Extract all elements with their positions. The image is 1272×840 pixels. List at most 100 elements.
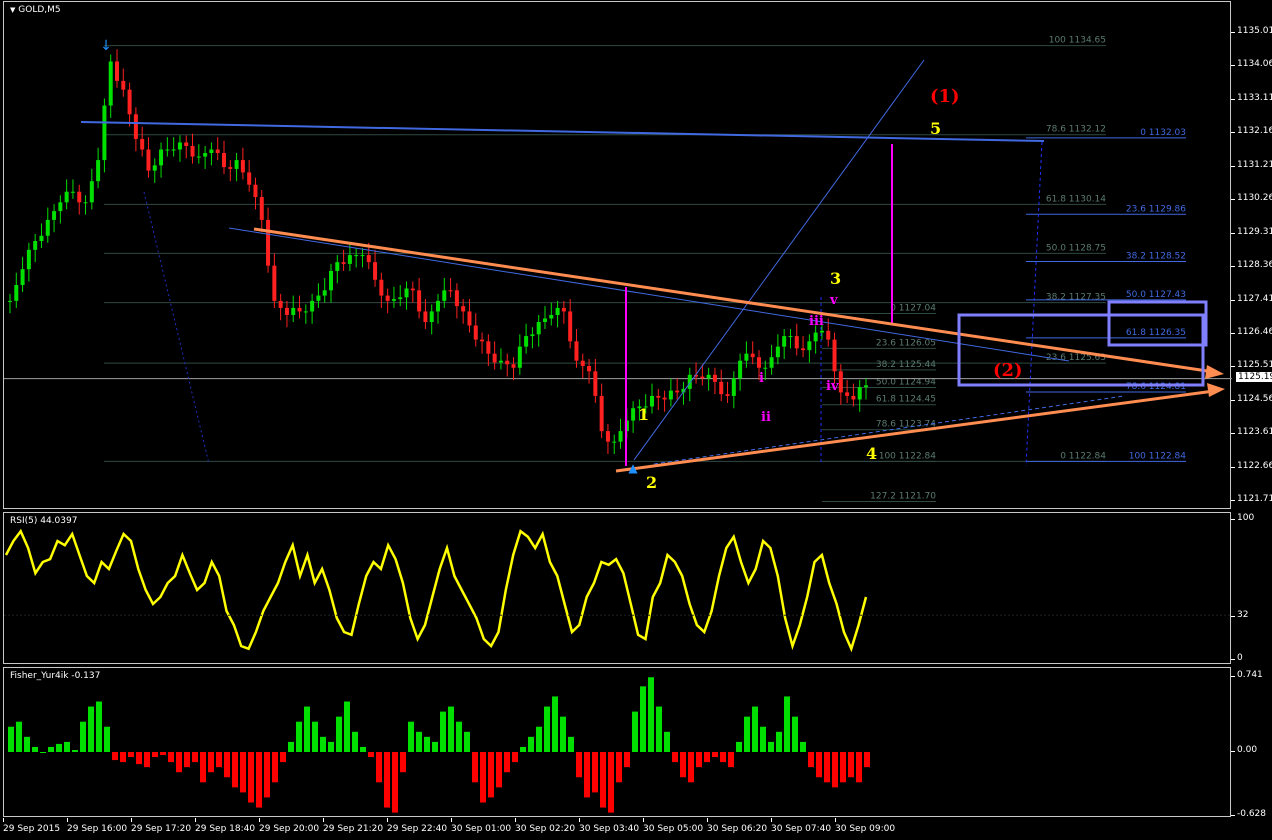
fisher-bar [576, 752, 582, 778]
fisher-bar [80, 721, 86, 752]
time-tick-label: 30 Sep 03:40 [579, 824, 640, 834]
fisher-title: Fisher_Yur4ik -0.137 [10, 671, 101, 681]
candle-body [284, 307, 289, 315]
price-tick-label: 1121.71 [1237, 494, 1272, 505]
candle-body [391, 299, 396, 301]
fisher-bar [456, 721, 462, 752]
fisher-bar [544, 706, 550, 752]
candle-body [329, 270, 333, 291]
candle-body [662, 397, 667, 400]
axis-tick [1231, 366, 1235, 368]
candle-body [700, 376, 705, 379]
fisher-bar [376, 752, 382, 783]
fisher-bar [496, 752, 502, 788]
candle-body [637, 406, 642, 409]
fisher-bar [512, 752, 518, 763]
fisher-bar [632, 711, 638, 752]
axis-tick [1231, 659, 1235, 660]
time-tick-label: 29 Sep 18:40 [195, 824, 256, 834]
fisher-bar [88, 706, 94, 752]
fib-level-label: 100 1122.84 [1129, 451, 1187, 461]
candle-body [52, 211, 57, 220]
candle-body [826, 330, 831, 340]
fisher-bar [704, 752, 710, 763]
candle-body [303, 311, 308, 313]
fisher-bar [472, 752, 478, 783]
candle-body [347, 255, 352, 264]
candle-body [310, 300, 315, 312]
candle-body [587, 365, 592, 372]
upper-triangle-trendline [253, 227, 1215, 374]
candle-body [146, 149, 151, 171]
candle-body [505, 360, 510, 365]
candle-body [316, 295, 321, 301]
fisher-bar [240, 752, 246, 793]
candle-body [524, 336, 529, 347]
candle-body [423, 311, 428, 322]
fisher-bar [592, 752, 598, 793]
candle-body [115, 61, 119, 81]
fisher-bar [696, 752, 702, 768]
fib-level-label: 23.6 1129.86 [1126, 204, 1186, 214]
candle-body [549, 314, 554, 319]
axis-tick [1231, 98, 1235, 100]
fisher-bar [48, 746, 54, 752]
triangle-down-icon[interactable]: ▼ [10, 6, 16, 14]
axis-tick [643, 818, 644, 822]
candle-body [712, 374, 717, 382]
rsi-line [4, 528, 868, 653]
price-tick-label: 1127.41 [1237, 293, 1272, 304]
candle-body [763, 367, 768, 369]
fisher-bar [168, 752, 174, 763]
candle-body [133, 114, 138, 139]
candle-body [744, 353, 749, 361]
price-tick-label: 1129.31 [1237, 226, 1272, 237]
fisher-bar [720, 752, 726, 763]
fib-level-label: 61.8 1130.14 [1046, 194, 1106, 204]
candle-body [385, 295, 390, 301]
candle-body [631, 408, 636, 421]
fisher-bar [312, 721, 318, 752]
fib-level-label: 100 1134.65 [1049, 36, 1106, 46]
fisher-bar [144, 752, 150, 768]
candle-body [719, 381, 724, 395]
candle-body [215, 149, 220, 154]
dashed-line [653, 395, 1125, 465]
fisher-bar [104, 726, 110, 752]
fisher-bar [384, 752, 390, 808]
fisher-bar [856, 752, 862, 783]
price-chart-panel[interactable]: 100 1134.65 78.6 1132.12 61.8 1130.14 50.0 … [3, 1, 1232, 509]
fisher-panel[interactable]: Fisher_Yur4ik -0.137 [3, 667, 1231, 817]
candle-body [96, 160, 101, 182]
fisher-bar [864, 752, 870, 768]
fisher-bar [24, 736, 30, 752]
axis-tick [707, 818, 708, 822]
candle-body [410, 288, 415, 291]
fisher-bar [72, 749, 78, 752]
candle-body [643, 406, 648, 408]
candle-body [530, 334, 535, 337]
candle-body [681, 388, 686, 393]
fib-level-label: 0 1132.03 [1140, 128, 1186, 138]
rsi-panel[interactable]: RSI(5) 44.0397 [3, 512, 1232, 664]
axis-tick [1231, 519, 1235, 520]
fisher-bar [352, 731, 358, 752]
candle-body [498, 360, 503, 363]
price-tick-label: 1132.16 [1237, 126, 1272, 137]
fisher-bar [232, 752, 238, 788]
candle-body [108, 61, 113, 106]
candle-body [454, 290, 459, 307]
wave-label-w2_major: (2) [993, 360, 1023, 381]
candle-body [209, 149, 214, 154]
fib-level-label: 100 1122.84 [879, 451, 937, 461]
fisher-bar [208, 752, 214, 773]
candle-body [775, 346, 780, 358]
candle-body [612, 441, 617, 443]
fisher-bar [40, 752, 46, 753]
candle-body [39, 235, 44, 242]
candle-body [45, 219, 50, 236]
candle-body [247, 172, 252, 185]
fisher-bar [536, 726, 542, 752]
candle-body [89, 181, 94, 203]
candle-body [33, 241, 38, 250]
